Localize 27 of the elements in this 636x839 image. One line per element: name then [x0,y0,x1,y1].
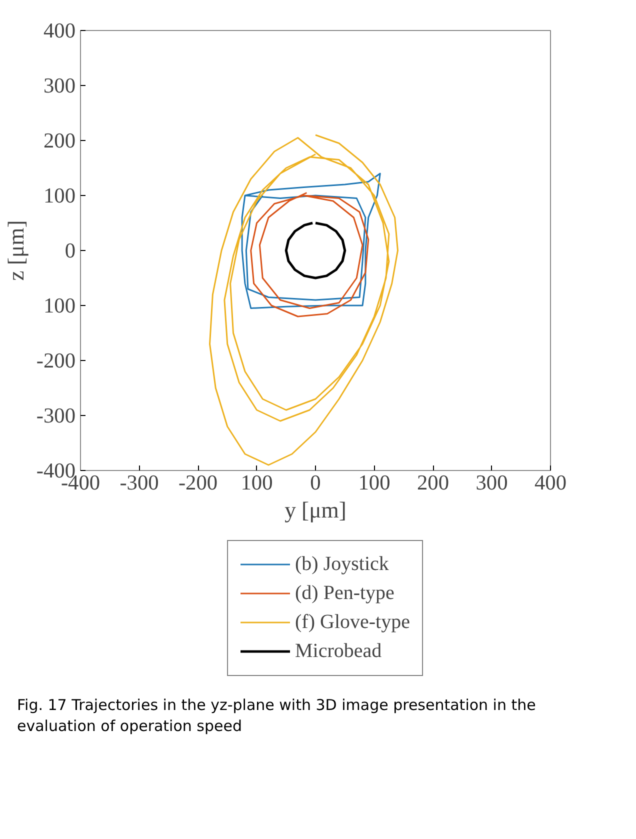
legend-label: (f) Glove-type [295,610,410,634]
legend-label: Microbead [295,640,382,662]
x-tick-label: 0 [310,470,321,494]
x-axis-title: y [μm] [284,498,346,522]
y-tick-label: 400 [44,18,76,42]
x-tick-label: 300 [476,470,508,494]
y-tick-label: 100 [44,294,76,318]
y-tick-label: 200 [44,128,76,152]
legend-label: (d) Pen-type [295,582,394,604]
line-series [284,222,346,280]
x-tick-label: 100 [358,470,390,494]
line-series [241,172,381,309]
line-series [250,192,370,318]
y-tick-label: 100 [44,184,76,208]
y-axis-title: z [μm] [3,220,28,281]
x-tick-label: -200 [178,470,218,494]
x-tick-label: -300 [120,470,159,494]
y-tick-label: -200 [36,348,76,372]
y-tick-label: 0 [64,238,76,262]
caption: Fig. 17 Trajectories in the yz-plane with 3D image presentation in the evaluation of operation speed [17,695,537,738]
x-tick-label: 200 [417,470,450,494]
y-tick-label: 300 [44,74,76,98]
y-tick-label: -300 [36,404,76,428]
x-tick-label: 400 [534,470,567,494]
line-series [209,134,398,466]
x-tick-label: 100 [240,470,273,494]
legend-label: (b) Joystick [295,552,389,576]
